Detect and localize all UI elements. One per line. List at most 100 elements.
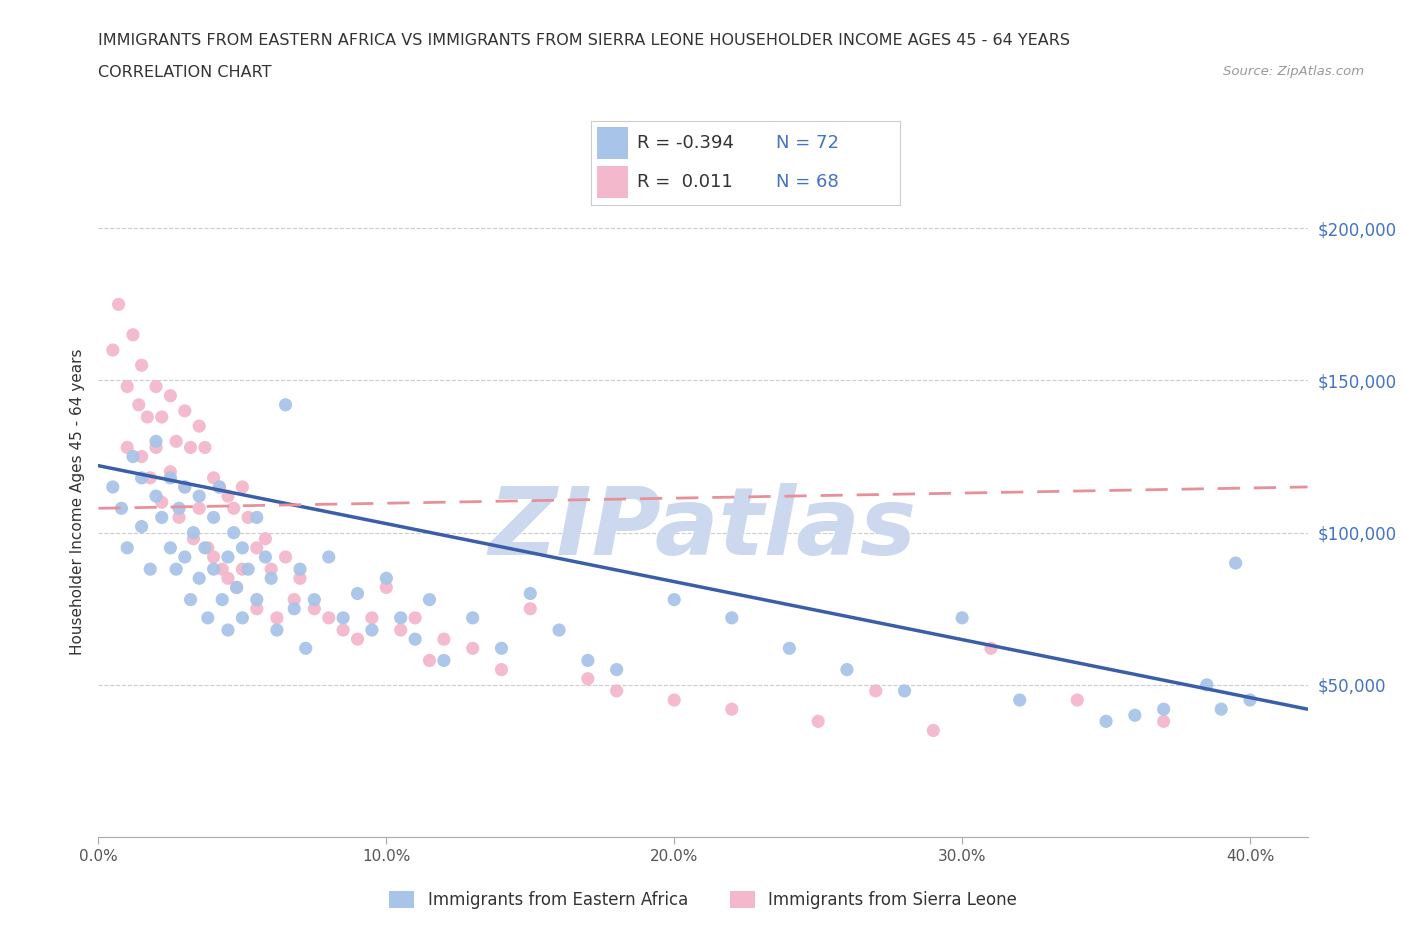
Point	[519, 602, 541, 617]
Point	[165, 562, 187, 577]
Point	[606, 684, 628, 698]
Point	[101, 480, 124, 495]
Point	[183, 531, 205, 546]
Point	[461, 641, 484, 656]
Point	[246, 592, 269, 607]
Point	[332, 622, 354, 637]
Point	[217, 488, 239, 503]
Point	[304, 592, 326, 607]
Point	[418, 653, 440, 668]
Point	[208, 480, 231, 495]
Point	[375, 580, 398, 595]
Point	[183, 525, 205, 540]
Point	[188, 571, 211, 586]
Point	[222, 501, 245, 516]
Point	[225, 580, 247, 595]
Point	[180, 592, 202, 607]
Point	[131, 471, 153, 485]
Point	[208, 480, 231, 495]
Point	[807, 714, 830, 729]
Point	[433, 631, 456, 646]
Point	[188, 501, 211, 516]
Point	[1008, 693, 1031, 708]
Point	[246, 540, 269, 555]
Point	[266, 610, 288, 625]
Point	[150, 510, 173, 525]
Point	[222, 525, 245, 540]
Point	[1123, 708, 1146, 723]
Point	[150, 495, 173, 510]
Point	[211, 562, 233, 577]
Point	[202, 550, 225, 565]
Point	[1239, 693, 1261, 708]
Point	[202, 562, 225, 577]
Point	[865, 684, 887, 698]
Point	[131, 449, 153, 464]
Point	[404, 631, 426, 646]
Point	[246, 510, 269, 525]
Point	[173, 480, 195, 495]
Point	[361, 622, 384, 637]
Point	[778, 641, 800, 656]
Point	[131, 358, 153, 373]
Point	[167, 501, 190, 516]
Text: CORRELATION CHART: CORRELATION CHART	[98, 65, 271, 80]
Point	[304, 602, 326, 617]
Point	[110, 501, 132, 516]
Point	[1195, 677, 1218, 692]
Point	[225, 580, 247, 595]
Bar	[596, 166, 627, 198]
Point	[922, 723, 945, 737]
Point	[150, 409, 173, 424]
Point	[283, 592, 305, 607]
Point	[1095, 714, 1118, 729]
Point	[1225, 555, 1247, 570]
Point	[136, 409, 159, 424]
Point	[461, 610, 484, 625]
Point	[260, 562, 283, 577]
Bar	[596, 126, 627, 158]
Text: ZIPatlas: ZIPatlas	[489, 483, 917, 575]
Point	[101, 342, 124, 357]
Point	[720, 610, 742, 625]
Point	[217, 622, 239, 637]
Point	[217, 550, 239, 565]
Point	[128, 397, 150, 412]
Point	[606, 662, 628, 677]
Point	[188, 488, 211, 503]
Legend: Immigrants from Eastern Africa, Immigrants from Sierra Leone: Immigrants from Eastern Africa, Immigran…	[382, 884, 1024, 916]
Point	[145, 379, 167, 394]
Point	[1153, 714, 1175, 729]
Point	[145, 440, 167, 455]
Point	[246, 602, 269, 617]
Point	[231, 540, 253, 555]
Point	[145, 488, 167, 503]
Point	[159, 540, 181, 555]
Point	[720, 702, 742, 717]
Point	[115, 540, 138, 555]
Point	[288, 562, 311, 577]
Point	[254, 531, 277, 546]
Point	[236, 562, 259, 577]
Point	[173, 404, 195, 418]
Point	[664, 592, 686, 607]
Point	[211, 592, 233, 607]
Point	[418, 592, 440, 607]
Point	[197, 610, 219, 625]
Point	[548, 622, 571, 637]
Point	[180, 440, 202, 455]
Point	[980, 641, 1002, 656]
Point	[283, 602, 305, 617]
Point	[389, 622, 412, 637]
Text: R =  0.011: R = 0.011	[637, 173, 733, 191]
Point	[318, 610, 340, 625]
Point	[236, 510, 259, 525]
Point	[266, 622, 288, 637]
Point	[576, 653, 599, 668]
Text: N = 72: N = 72	[776, 134, 839, 152]
Point	[159, 471, 181, 485]
Point	[231, 480, 253, 495]
Point	[197, 540, 219, 555]
Point	[173, 550, 195, 565]
Point	[346, 631, 368, 646]
